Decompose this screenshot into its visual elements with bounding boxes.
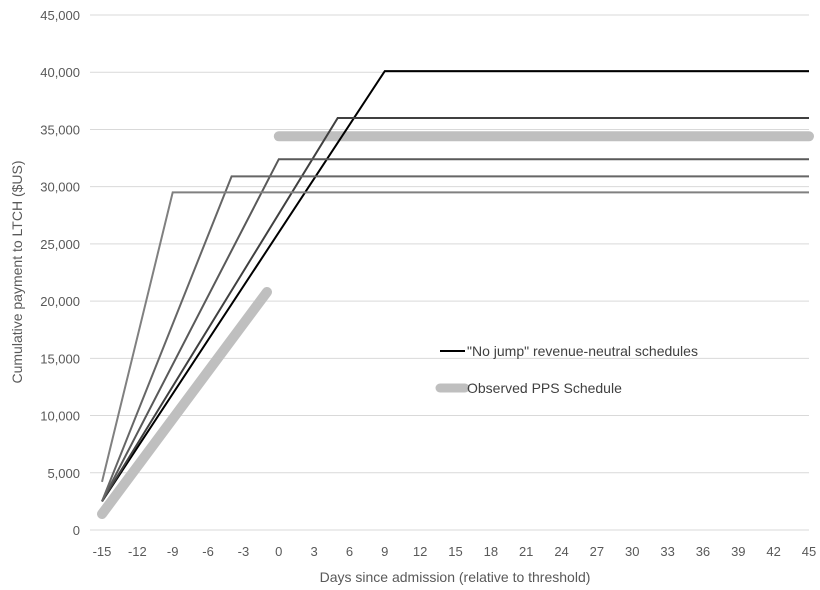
x-tick-label: 3 [310, 544, 317, 559]
x-tick-label: 21 [519, 544, 533, 559]
x-tick-label: 30 [625, 544, 639, 559]
y-axis-ticks: 0 5,000 10,000 15,000 20,000 25,000 30,000 35,0… [40, 8, 80, 538]
x-tick-label: 24 [554, 544, 568, 559]
x-axis-ticks: -15 -12 -9 -6 -3 0 3 6 9 12 15 18 21 24 27 30 33 36 39 42 45 [93, 544, 817, 559]
y-tick-label: 15,000 [40, 351, 80, 366]
y-tick-label: 40,000 [40, 65, 80, 80]
x-tick-label: 33 [660, 544, 674, 559]
y-axis-title: Cumulative payment to LTCH ($US) [9, 160, 25, 383]
x-tick-label: 18 [484, 544, 498, 559]
x-tick-label: 27 [590, 544, 604, 559]
y-tick-label: 5,000 [47, 466, 80, 481]
legend-label-observed: Observed PPS Schedule [467, 380, 622, 396]
series-line-observed [97, 287, 272, 519]
x-tick-label: 0 [275, 544, 282, 559]
x-tick-label: 36 [696, 544, 710, 559]
series-line-no-jump [101, 158, 809, 502]
y-tick-label: 20,000 [40, 294, 80, 309]
y-tick-label: 45,000 [40, 8, 80, 23]
x-tick-label: 9 [381, 544, 388, 559]
legend-label-no-jump: "No jump" revenue-neutral schedules [467, 343, 698, 359]
series-layer [97, 70, 814, 519]
x-tick-label: 6 [346, 544, 353, 559]
x-tick-label: -6 [202, 544, 214, 559]
x-tick-label: -15 [93, 544, 112, 559]
y-tick-label: 30,000 [40, 180, 80, 195]
x-tick-label: 45 [802, 544, 816, 559]
x-tick-label: -9 [167, 544, 179, 559]
x-tick-label: 12 [413, 544, 427, 559]
x-tick-label: -12 [128, 544, 147, 559]
gridlines [90, 14, 809, 531]
y-tick-label: 0 [73, 523, 80, 538]
series-line-no-jump [101, 191, 809, 483]
x-tick-label: 42 [766, 544, 780, 559]
legend: "No jump" revenue-neutral schedules Obse… [435, 343, 698, 396]
series-line-no-jump [101, 175, 809, 502]
x-tick-label: 39 [731, 544, 745, 559]
series-line-no-jump [101, 117, 809, 502]
y-tick-label: 25,000 [40, 237, 80, 252]
series-line-no-jump [101, 70, 809, 502]
x-axis-title: Days since admission (relative to thresh… [320, 569, 591, 585]
x-tick-label: -3 [238, 544, 250, 559]
y-tick-label: 10,000 [40, 409, 80, 424]
x-tick-label: 15 [448, 544, 462, 559]
y-tick-label: 35,000 [40, 122, 80, 137]
